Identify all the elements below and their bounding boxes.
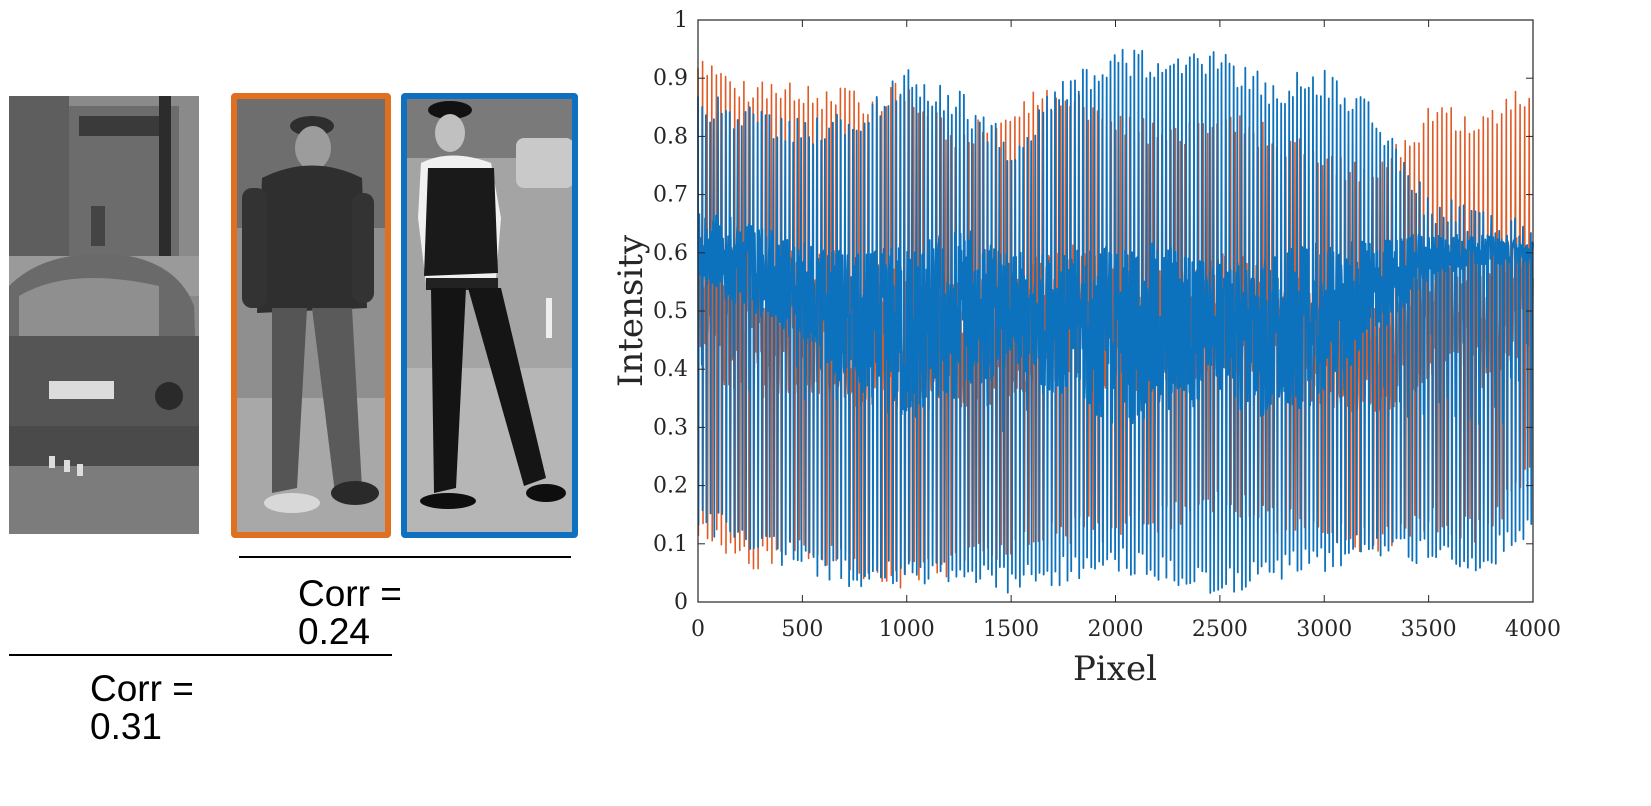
y-tick-label: 0.4 (653, 357, 688, 382)
y-axis-label: Intensity (611, 234, 651, 387)
y-tick-label: 0.8 (653, 124, 688, 149)
axes: 0 500 1000 1500 2000 2500 3000 3500 4000 0 0.1 0.2 0… (653, 8, 1561, 642)
y-tick-label: 0 (674, 590, 688, 615)
officer-photo (406, 98, 574, 532)
street-scene-photo (9, 96, 199, 534)
corr-label-orange: Corr = 0.24 (298, 573, 402, 652)
series-layer (697, 48, 1534, 594)
x-tick-label: 1500 (983, 617, 1039, 642)
x-tick-label: 500 (781, 617, 823, 642)
x-axis-label: Pixel (1073, 649, 1157, 689)
x-tick-label: 4000 (1505, 617, 1561, 642)
police-officer-icon (406, 98, 574, 532)
man-photo (237, 98, 386, 532)
y-tick-label: 0.9 (653, 66, 688, 91)
person-cap-hoodie-icon (237, 98, 386, 532)
y-tick-label: 0.2 (653, 474, 688, 499)
bracket-line-orange (239, 556, 571, 558)
x-tick-label: 3000 (1296, 617, 1352, 642)
y-tick-label: 0.3 (653, 415, 688, 440)
x-tick-label: 2000 (1088, 617, 1144, 642)
x-tick-label: 0 (691, 617, 705, 642)
y-tick-label: 0.7 (653, 183, 688, 208)
x-tick-label: 3500 (1401, 617, 1457, 642)
y-tick-label: 1 (674, 8, 688, 33)
street-scene-car-icon (9, 96, 199, 534)
y-tick-label: 0.5 (653, 299, 688, 324)
bracket-line-blue (9, 654, 392, 656)
y-tick-label: 0.6 (653, 241, 688, 266)
x-tick-label: 2500 (1192, 617, 1248, 642)
series-line-1 (697, 48, 1534, 594)
x-tick-label: 1000 (879, 617, 935, 642)
y-tick-label: 0.1 (653, 532, 688, 557)
corr-label-blue: Corr = 0.31 (90, 668, 194, 747)
